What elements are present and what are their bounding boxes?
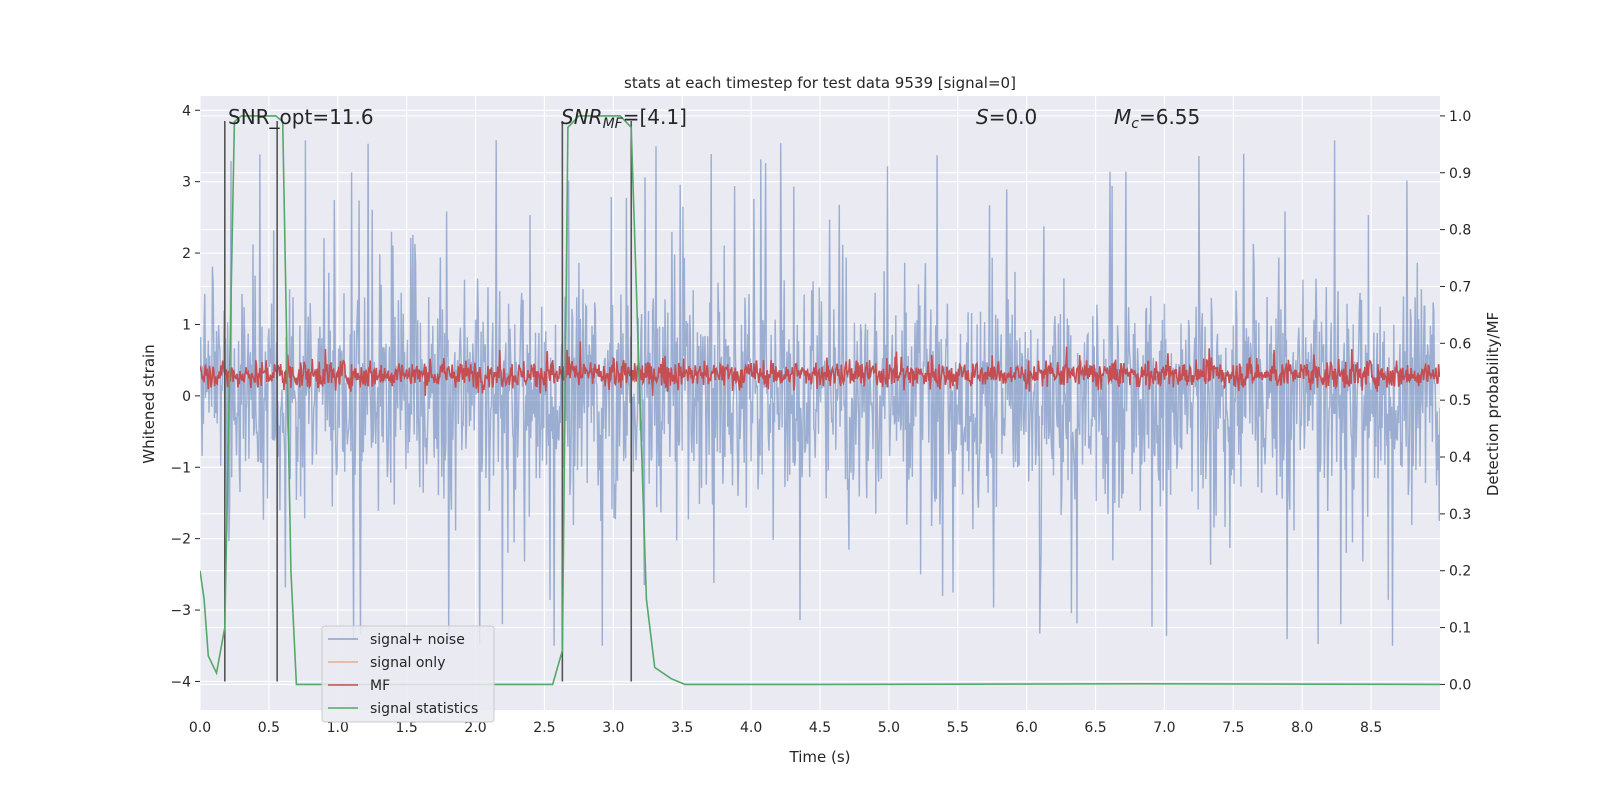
y-tick-label-right: 0.7 bbox=[1449, 279, 1471, 295]
annotation-s: S=0.0 bbox=[976, 105, 1037, 129]
y-axis-label-left: Whitened strain bbox=[140, 344, 158, 463]
y-tick-label-left: −4 bbox=[170, 674, 191, 690]
legend-box bbox=[321, 625, 495, 723]
x-tick-label: 8.0 bbox=[1291, 720, 1313, 736]
x-tick-label: 6.5 bbox=[1084, 720, 1106, 736]
signal-noise-series bbox=[200, 140, 1440, 646]
annotation-mc: Mc=6.55 bbox=[1114, 105, 1200, 132]
x-tick-label: 0.5 bbox=[258, 720, 280, 736]
x-tick-label: 6.0 bbox=[1016, 720, 1038, 736]
x-tick-label: 4.0 bbox=[740, 720, 762, 736]
x-tick-label: 1.5 bbox=[396, 720, 418, 736]
y-tick-label-left: 3 bbox=[182, 175, 191, 191]
x-axis-label: Time (s) bbox=[789, 748, 851, 766]
legend: signal+ noise signal only MF signal stat… bbox=[321, 625, 495, 723]
annotation-snr-opt: SNR_opt=11.6 bbox=[228, 105, 374, 129]
y-tick-label-right: 0.8 bbox=[1449, 223, 1471, 239]
y-tick-label-right: 0.1 bbox=[1449, 621, 1471, 637]
legend-label-signal-noise: signal+ noise bbox=[370, 632, 465, 648]
x-tick-label: 5.5 bbox=[947, 720, 969, 736]
y-tick-label-left: −2 bbox=[170, 532, 191, 548]
y-tick-label-left: 2 bbox=[182, 246, 191, 262]
y-tick-label-left: 4 bbox=[182, 103, 191, 119]
legend-label-signal-statistics: signal statistics bbox=[370, 701, 478, 717]
y-tick-label-left: 0 bbox=[182, 389, 191, 405]
y-tick-label-right: 0.3 bbox=[1449, 507, 1471, 523]
y-tick-label-right: 0.6 bbox=[1449, 336, 1471, 352]
y-tick-label-left: 1 bbox=[182, 317, 191, 333]
x-tick-label: 7.5 bbox=[1222, 720, 1244, 736]
x-tick-label: 3.0 bbox=[602, 720, 624, 736]
data-layer bbox=[200, 115, 1440, 686]
x-tick-label: 5.0 bbox=[878, 720, 900, 736]
y-tick-label-right: 1.0 bbox=[1449, 109, 1471, 125]
y-tick-label-right: 0.9 bbox=[1449, 166, 1471, 182]
y-tick-label-right: 0.2 bbox=[1449, 564, 1471, 580]
y-tick-label-left: −3 bbox=[170, 603, 191, 619]
x-tick-label: 0.0 bbox=[189, 720, 211, 736]
mf-series bbox=[200, 341, 1440, 396]
x-tick-label: 8.5 bbox=[1360, 720, 1382, 736]
x-tick-label: 2.5 bbox=[533, 720, 555, 736]
legend-label-signal-only: signal only bbox=[370, 655, 445, 671]
x-tick-label: 3.5 bbox=[671, 720, 693, 736]
annotation-snr-mf: SNRMF=[4.1] bbox=[561, 105, 687, 132]
x-tick-label: 1.0 bbox=[327, 720, 349, 736]
legend-label-mf: MF bbox=[370, 678, 390, 694]
y-axis-label-right: Detection probability/MF bbox=[1484, 312, 1502, 496]
y-tick-label-left: −1 bbox=[170, 460, 191, 476]
axis-ticks: 0.0 0.5 1.0 1.5 2.0 2.5 3.0 3.5 4.0 4.5 5.0 5.5 6.0 6… bbox=[170, 103, 1471, 736]
y-tick-label-right: 0.4 bbox=[1449, 450, 1471, 466]
x-tick-label: 2.0 bbox=[464, 720, 486, 736]
x-tick-label: 4.5 bbox=[809, 720, 831, 736]
y-tick-label-right: 0.0 bbox=[1449, 677, 1471, 693]
signal-statistics-series bbox=[200, 115, 1440, 686]
chart-title: stats at each timestep for test data 953… bbox=[624, 74, 1016, 92]
x-tick-label: 7.0 bbox=[1153, 720, 1175, 736]
y-tick-label-right: 0.5 bbox=[1449, 393, 1471, 409]
